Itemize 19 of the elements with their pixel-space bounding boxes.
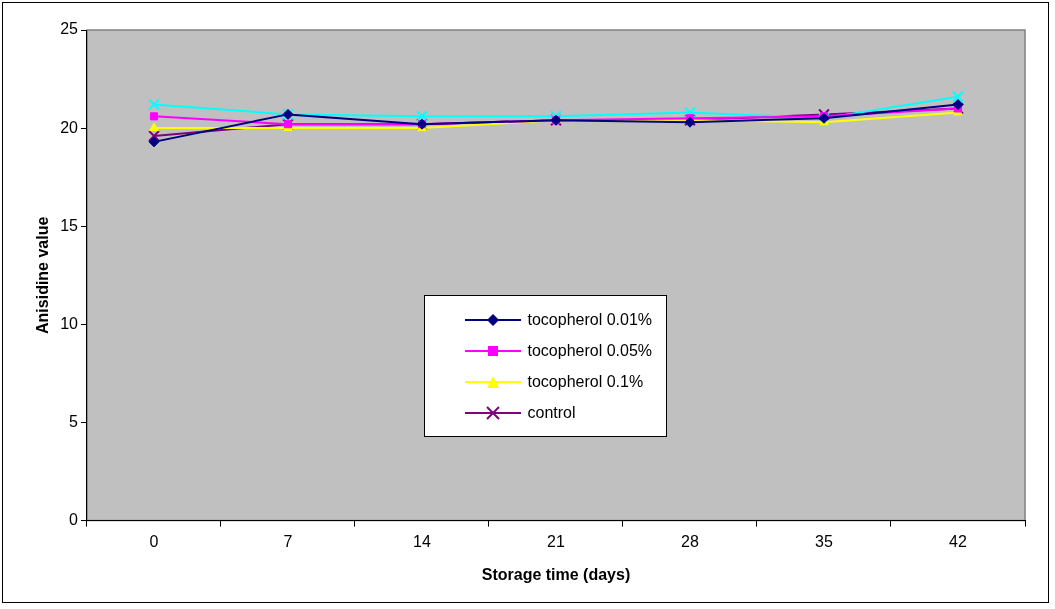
legend-label: tocopherol 0.05% [527, 341, 653, 360]
x-tick-label: 21 [547, 532, 565, 550]
y-tick-label: 10 [60, 314, 79, 332]
x-tick-label: 35 [815, 532, 833, 550]
x-axis-title: Storage time (days) [481, 565, 631, 583]
x-tick-label: 42 [949, 532, 967, 550]
x-tick-label: 28 [681, 532, 699, 550]
y-tick-label: 15 [60, 216, 79, 234]
y-tick-label: 5 [69, 412, 79, 430]
y-tick-label: 25 [60, 20, 79, 38]
y-tick-label: 20 [60, 118, 79, 136]
x-tick-label: 14 [413, 532, 431, 550]
legend-label: control [527, 403, 576, 422]
x-tick-label: 7 [283, 532, 293, 550]
legend-label: tocopherol 0.1% [527, 372, 644, 391]
y-tick-label: 0 [69, 511, 79, 529]
legend-label: tocopherol 0.01% [527, 310, 653, 329]
x-tick-label: 0 [149, 532, 159, 550]
y-axis-title: Anisidine value [34, 216, 52, 334]
